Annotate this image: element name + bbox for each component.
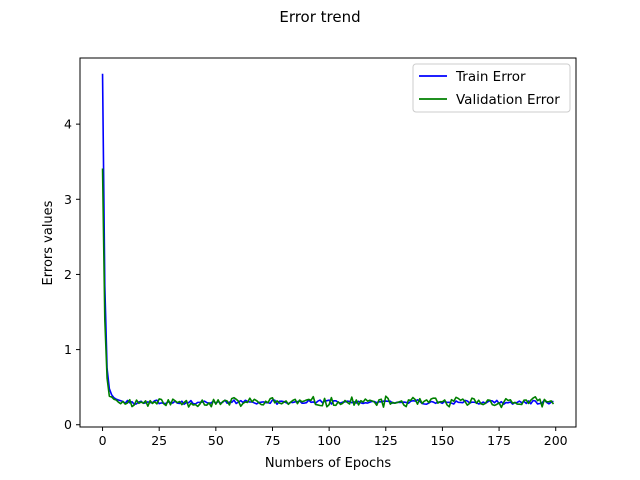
- y-tick-label: 1: [64, 342, 72, 357]
- axes-frame: [79, 57, 577, 428]
- x-tick-label: 50: [208, 433, 224, 448]
- x-tick-label: 100: [317, 433, 341, 448]
- x-tick-label: 200: [544, 433, 568, 448]
- chart-title: Error trend: [279, 8, 360, 26]
- series-line-train-error: [101, 73, 554, 406]
- x-tick-label: 175: [487, 433, 511, 448]
- x-tick-label: 0: [99, 433, 107, 448]
- legend-box: [412, 63, 571, 113]
- legend-label-train-error: Train Error: [455, 69, 526, 85]
- series-line-validation-error: [101, 168, 555, 409]
- x-axis-label: Numbers of Epochs: [265, 456, 392, 471]
- y-tick-label: 2: [64, 267, 72, 282]
- legend-label-validation-error: Validation Error: [456, 92, 560, 108]
- y-tick-label: 3: [64, 192, 72, 207]
- y-tick-label: 4: [64, 117, 72, 132]
- legend: Train Error Validation Error: [412, 63, 571, 113]
- x-tick-label: 25: [151, 433, 167, 448]
- y-tick-label: 0: [64, 417, 72, 432]
- x-tick-label: 150: [430, 433, 454, 448]
- plot-area: 0 25 50 75 100 125 150 175 200 0 1 2 3 4: [64, 57, 577, 448]
- y-axis-label: Errors values: [41, 200, 56, 285]
- x-tick-label: 125: [374, 433, 398, 448]
- x-tick-label: 75: [265, 433, 281, 448]
